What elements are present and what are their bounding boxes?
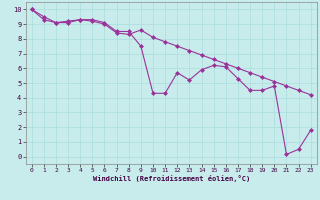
X-axis label: Windchill (Refroidissement éolien,°C): Windchill (Refroidissement éolien,°C) — [92, 175, 250, 182]
